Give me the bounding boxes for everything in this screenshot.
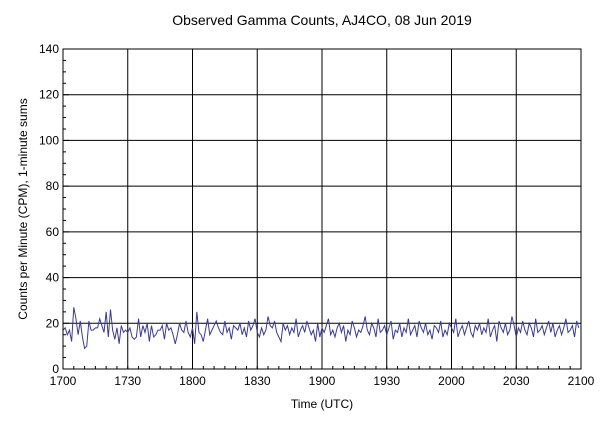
x-tick-label: 1900: [309, 374, 336, 388]
x-tick-label: 1800: [179, 374, 206, 388]
chart-title: Observed Gamma Counts, AJ4CO, 08 Jun 201…: [172, 12, 472, 28]
x-tick-label: 1830: [244, 374, 271, 388]
x-tick-label: 1700: [50, 374, 77, 388]
y-tick-label: 20: [46, 316, 60, 330]
y-tick-label: 100: [39, 133, 59, 147]
y-axis-label: Counts per Minute (CPM), 1-minute sums: [16, 98, 30, 319]
series-line: [62, 307, 580, 350]
x-tick-label: 1930: [373, 374, 400, 388]
x-tick-label: 2100: [568, 374, 595, 388]
grid-lines: [62, 48, 582, 370]
y-tick-label: 40: [46, 271, 60, 285]
y-axis-ticks: 0 20 40 60 80 100 120 140: [39, 42, 69, 376]
x-tick-label: 2000: [438, 374, 465, 388]
y-tick-label: 60: [46, 225, 60, 239]
y-tick-label: 0: [52, 362, 59, 376]
x-axis-ticks: 1700 1730 1800 1830 1900 1930 2000 2030 2100: [50, 366, 595, 388]
y-tick-label: 80: [46, 179, 60, 193]
y-tick-label: 120: [39, 88, 59, 102]
x-tick-label: 1730: [114, 374, 141, 388]
x-tick-label: 2030: [503, 374, 530, 388]
y-tick-label: 140: [39, 42, 59, 56]
x-axis-label: Time (UTC): [291, 397, 353, 411]
series-group: [62, 307, 580, 350]
